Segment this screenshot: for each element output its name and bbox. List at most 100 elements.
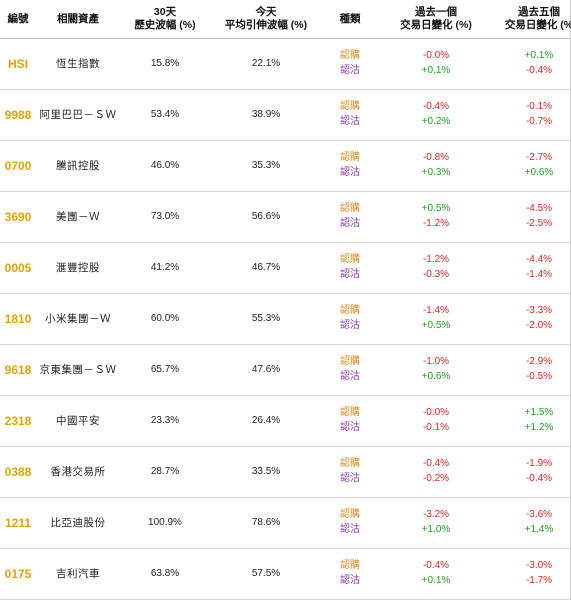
asset-name[interactable]: 中國平安 — [56, 415, 100, 427]
stock-code[interactable]: 0700 — [4, 158, 32, 173]
put-change-1d: +0.6% — [421, 371, 451, 382]
asset-name[interactable]: 騰訊控股 — [56, 160, 100, 172]
change-5d-cell: -3.0% -1.7% — [494, 548, 571, 599]
call-label[interactable]: 認購 — [340, 458, 360, 469]
call-change-5d: -3.6% — [525, 509, 553, 520]
type-cell: 認購 認沽 — [322, 395, 378, 446]
type-cell: 認購 認沽 — [322, 548, 378, 599]
historical-volatility: 63.8% — [150, 568, 180, 579]
asset-name[interactable]: 香港交易所 — [50, 466, 106, 478]
type-cell: 認購 認沽 — [322, 140, 378, 191]
put-label[interactable]: 認沽 — [340, 65, 360, 76]
type-cell: 認購 認沽 — [322, 242, 378, 293]
asset-name[interactable]: 比亞迪股份 — [50, 517, 106, 529]
stock-code[interactable]: HSI — [7, 56, 28, 71]
stock-code[interactable]: 9988 — [4, 107, 32, 122]
implied-volatility: 56.6% — [251, 211, 281, 222]
header-1d-change: 過去一個 交易日變化 (%) — [378, 0, 494, 38]
stock-code[interactable]: 0175 — [4, 566, 32, 581]
header-5d-line2: 交易日變化 (% — [504, 19, 571, 31]
asset-name[interactable]: 美團－Ｗ — [56, 211, 100, 223]
historical-volatility: 65.7% — [150, 364, 180, 375]
stock-code[interactable]: 1810 — [4, 311, 32, 326]
put-change-5d: -2.5% — [525, 218, 553, 229]
stock-code[interactable]: 0388 — [4, 464, 32, 479]
put-label[interactable]: 認沽 — [340, 167, 360, 178]
header-1d-line2: 交易日變化 (%) — [400, 19, 472, 31]
call-change-1d: -0.0% — [422, 407, 450, 418]
put-label[interactable]: 認沽 — [340, 575, 360, 586]
put-label[interactable]: 認沽 — [340, 116, 360, 127]
put-change-5d: -0.4% — [525, 65, 553, 76]
call-label[interactable]: 認購 — [340, 407, 360, 418]
table-row: 2318 中國平安 23.3% 26.4% 認購 認沽 -0.0% -0.1% +1.5% +1.… — [0, 395, 570, 447]
call-label[interactable]: 認購 — [340, 305, 360, 316]
asset-cell: 美團－Ｗ — [36, 191, 120, 242]
asset-name[interactable]: 恆生指數 — [56, 58, 100, 70]
put-label[interactable]: 認沽 — [340, 218, 360, 229]
implied-volatility: 46.7% — [251, 262, 281, 273]
historical-volatility: 23.3% — [150, 415, 180, 426]
stock-code[interactable]: 9618 — [4, 362, 32, 377]
put-label[interactable]: 認沽 — [340, 371, 360, 382]
put-change-1d: -0.2% — [422, 473, 450, 484]
asset-cell: 比亞迪股份 — [36, 497, 120, 548]
header-iv-line1: 今天 — [255, 6, 277, 18]
type-cell: 認購 認沽 — [322, 497, 378, 548]
put-label[interactable]: 認沽 — [340, 422, 360, 433]
call-change-5d: +1.5% — [524, 407, 554, 418]
header-iv-line2: 平均引伸波幅 (%) — [224, 19, 308, 31]
code-cell: 3690 — [0, 191, 36, 242]
stock-code[interactable]: 3690 — [4, 209, 32, 224]
call-label[interactable]: 認購 — [340, 50, 360, 61]
iv-cell: 22.1% — [210, 38, 322, 89]
type-cell: 認購 認沽 — [322, 191, 378, 242]
change-5d-cell: -0.1% -0.7% — [494, 89, 571, 140]
header-5d-change: 過去五個 交易日變化 (% — [494, 0, 571, 38]
call-label[interactable]: 認購 — [340, 203, 360, 214]
table-row: 1810 小米集團－Ｗ 60.0% 55.3% 認購 認沽 -1.4% +0.5% -3.3% -… — [0, 293, 570, 345]
hv-cell: 23.3% — [120, 395, 210, 446]
table-row: 0700 騰訊控股 46.0% 35.3% 認購 認沽 -0.8% +0.3% -2.7% +0.… — [0, 140, 570, 192]
header-1d-line1: 過去一個 — [415, 6, 457, 18]
call-label[interactable]: 認購 — [340, 152, 360, 163]
stock-code[interactable]: 2318 — [4, 413, 32, 428]
asset-name[interactable]: 吉利汽車 — [56, 568, 100, 580]
iv-cell: 38.9% — [210, 89, 322, 140]
put-label[interactable]: 認沽 — [340, 524, 360, 535]
call-label[interactable]: 認購 — [340, 560, 360, 571]
historical-volatility: 46.0% — [150, 160, 180, 171]
call-change-1d: -1.0% — [422, 356, 450, 367]
put-label[interactable]: 認沽 — [340, 320, 360, 331]
historical-volatility: 28.7% — [150, 466, 180, 477]
change-5d-cell: -3.6% +1.4% — [494, 497, 571, 548]
code-cell: 1810 — [0, 293, 36, 344]
asset-name[interactable]: 阿里巴巴－ＳＷ — [39, 109, 117, 121]
put-change-1d: +0.5% — [421, 320, 451, 331]
stock-code[interactable]: 1211 — [4, 515, 32, 530]
header-asset-label: 相關資產 — [57, 12, 99, 25]
put-change-5d: +1.4% — [524, 524, 554, 535]
call-change-5d: -1.9% — [525, 458, 553, 469]
put-change-5d: +0.6% — [524, 167, 554, 178]
put-label[interactable]: 認沽 — [340, 269, 360, 280]
put-label[interactable]: 認沽 — [340, 473, 360, 484]
implied-volatility: 55.3% — [251, 313, 281, 324]
asset-name[interactable]: 滙豐控股 — [56, 262, 100, 274]
call-label[interactable]: 認購 — [340, 509, 360, 520]
stock-code[interactable]: 0005 — [4, 260, 32, 275]
asset-name[interactable]: 小米集團－Ｗ — [45, 313, 111, 325]
put-change-1d: -0.3% — [422, 269, 450, 280]
call-label[interactable]: 認購 — [340, 356, 360, 367]
type-cell: 認購 認沽 — [322, 89, 378, 140]
implied-volatility: 35.3% — [251, 160, 281, 171]
call-change-1d: -0.4% — [422, 101, 450, 112]
call-label[interactable]: 認購 — [340, 101, 360, 112]
asset-name[interactable]: 京東集團－ＳＷ — [39, 364, 117, 376]
header-type: 種類 — [322, 0, 378, 38]
change-1d-cell: -0.4% +0.1% — [378, 548, 494, 599]
call-label[interactable]: 認購 — [340, 254, 360, 265]
table-row: 1211 比亞迪股份 100.9% 78.6% 認購 認沽 -3.2% +1.0% -3.6% +… — [0, 497, 570, 549]
iv-cell: 33.5% — [210, 446, 322, 497]
